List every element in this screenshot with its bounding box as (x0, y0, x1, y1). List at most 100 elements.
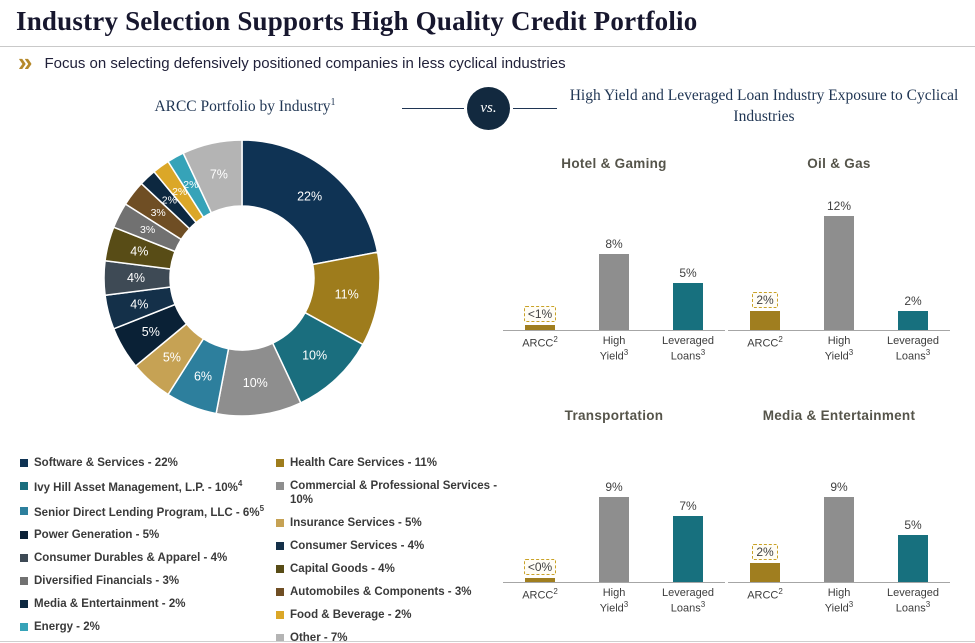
legend-item-health-care-services: Health Care Services - 11% (276, 456, 508, 470)
legend-swatch-icon (20, 577, 28, 586)
category-footnote-sup: 2 (778, 587, 783, 596)
bar-category-label-line: Loans3 (895, 348, 931, 363)
bar-category-labels: ARCC2 High Yield3 Leveraged Loans3 (728, 335, 950, 364)
legend-footnote-sup: 4 (237, 478, 243, 488)
bar-category-labels: ARCC2 High Yield3 Leveraged Loans3 (503, 335, 725, 364)
legend-label: Energy - 2% (34, 620, 100, 633)
donut-slice-value-label: 11% (335, 288, 359, 302)
legend-item-media-entertainment: Media & Entertainment - 2% (20, 597, 276, 611)
page-title: Industry Selection Supports High Quality… (16, 6, 698, 36)
bar-value-label: <0% (523, 559, 557, 575)
legend-swatch-icon (20, 481, 28, 490)
donut-slice-value-label: 4% (130, 245, 148, 259)
bar-value-label: 8% (605, 237, 623, 251)
legend-swatch-icon (276, 564, 284, 573)
legend-label: Food & Beverage - 2% (290, 608, 412, 621)
bar-category-labels: ARCC2 High Yield3 Leveraged Loans3 (728, 587, 950, 616)
bar-chart-media-entertainment: Media & Entertainment 2% 9% 5% ARCC2 High Yiel… (728, 408, 950, 616)
bar-value-label: 2% (752, 544, 778, 560)
category-footnote-sup: 3 (700, 348, 706, 358)
bar-value-label: 9% (605, 479, 623, 494)
donut-slice-value-label: 3% (151, 207, 166, 219)
bar-category-label-line: ARCC2 (747, 587, 783, 602)
donut-slice-software-services (241, 139, 379, 266)
bar-category-label-line: Loans3 (895, 600, 931, 615)
bar-category-label-line: Yield3 (824, 600, 854, 615)
legend-item-insurance-services: Insurance Services - 5% (276, 516, 508, 530)
bar-slot-high-yield: 12% (802, 199, 876, 330)
bar-leveraged-loans (898, 311, 928, 330)
category-footnote-sup: 2 (553, 335, 558, 344)
bar-category-label-line: High (602, 587, 626, 599)
legend-label: Ivy Hill Asset Management, L.P. - 10%4 (34, 478, 243, 494)
legend-label: Senior Direct Lending Program, LLC - 6%5 (34, 503, 265, 519)
bar-value-label: 9% (830, 479, 848, 494)
bar-chart-oil-gas: Oil & Gas 2% 12% 2% ARCC2 High Yield3 Leveraged… (728, 156, 950, 364)
bar-slot-arcc: <1% (503, 306, 577, 330)
bar-high-yield (599, 254, 629, 330)
bar-chart-hotel-gaming: Hotel & Gaming <1% 8% 5% ARCC2 High Yield3 Leve… (503, 156, 725, 364)
legend-label: Software & Services - 22% (34, 457, 178, 469)
legend-label: Media & Entertainment - 2% (34, 597, 186, 610)
category-footnote-sup: 3 (623, 600, 629, 610)
bar-category-label-line: Yield3 (824, 348, 854, 363)
page-subtitle: Focus on selecting defensively positione… (44, 55, 566, 72)
bar-slot-leveraged-loans: 5% (876, 518, 950, 582)
bar-arcc (750, 563, 780, 582)
bar-leveraged-loans (673, 282, 703, 330)
category-footnote-sup: 2 (778, 335, 783, 344)
bar-leveraged-loans (898, 534, 928, 582)
legend-swatch-icon (276, 481, 284, 490)
double-chevron-icon: » (18, 47, 33, 77)
legend-swatch-icon (276, 519, 284, 528)
donut-slice-value-label: 10% (243, 376, 268, 390)
legend-label: Automobiles & Components - 3% (290, 585, 472, 598)
category-footnote-sup: 3 (848, 348, 854, 358)
bar-category-label-line: High (602, 335, 626, 347)
donut-slice-value-label: 2% (172, 186, 187, 198)
bar-chart-transportation: Transportation <0% 9% 7% ARCC2 High Yield3 Leve… (503, 408, 725, 616)
legend-item-commercial-professional-services: Commercial & Professional Services - 10% (276, 479, 508, 508)
bar-category-label: ARCC2 (728, 335, 802, 364)
bar-category-label: Leveraged Loans3 (651, 335, 725, 364)
donut-slice-value-label: 2% (162, 195, 177, 207)
legend-item-other: Other - 7% (276, 631, 508, 643)
bar-chart-title: Oil & Gas (807, 156, 871, 171)
legend-item-diversified-financials: Diversified Financials - 3% (20, 574, 276, 588)
subtitle-row: » Focus on selecting defensively positio… (18, 47, 566, 77)
bar-category-label: High Yield3 (802, 587, 876, 616)
bar-category-label-line: ARCC2 (747, 335, 783, 350)
legend-item-consumer-services: Consumer Services - 4% (276, 539, 508, 553)
legend-label: Consumer Durables & Apparel - 4% (34, 552, 228, 565)
bar-value-label: <1% (523, 306, 557, 323)
legend-swatch-icon (20, 459, 28, 467)
legend-item-ivy-hill-asset-management-l-p: Ivy Hill Asset Management, L.P. - 10%4 (20, 479, 276, 495)
category-footnote-sup: 3 (925, 600, 931, 610)
donut-chart: 22%11%10%10%6%5%5%4%4%4%3%3%2%2%2%7% (103, 139, 381, 417)
bar-slot-arcc: 2% (728, 292, 802, 330)
legend-swatch-icon (276, 542, 284, 550)
bar-slot-arcc: 2% (728, 544, 802, 582)
legend-column-1: Software & Services - 22% Ivy Hill Asset … (20, 456, 276, 643)
bar-slot-leveraged-loans: 5% (651, 266, 725, 330)
bar-category-label-line: High (827, 335, 851, 347)
bar-value-label: 12% (826, 199, 852, 213)
bar-arcc (525, 578, 555, 582)
bar-category-label: ARCC2 (728, 587, 802, 616)
bar-category-label: Leveraged Loans3 (876, 335, 950, 364)
legend-swatch-icon (20, 554, 28, 563)
bar-chart-title: Hotel & Gaming (561, 156, 667, 171)
donut-slice-value-label: 5% (163, 351, 181, 365)
legend-label: Health Care Services - 11% (290, 457, 438, 469)
donut-slice-value-label: 6% (194, 370, 212, 384)
bar-category-label: High Yield3 (802, 335, 876, 364)
legend-swatch-icon (276, 459, 284, 467)
legend-item-energy: Energy - 2% (20, 620, 276, 634)
bar-category-label: High Yield3 (577, 587, 651, 616)
bar-arcc (750, 311, 780, 330)
bar-category-label-line: Leveraged (887, 335, 939, 347)
right-section-heading: High Yield and Leveraged Loan Industry E… (569, 87, 959, 125)
legend-item-capital-goods: Capital Goods - 4% (276, 562, 508, 576)
legend-label: Other - 7% (290, 631, 348, 643)
